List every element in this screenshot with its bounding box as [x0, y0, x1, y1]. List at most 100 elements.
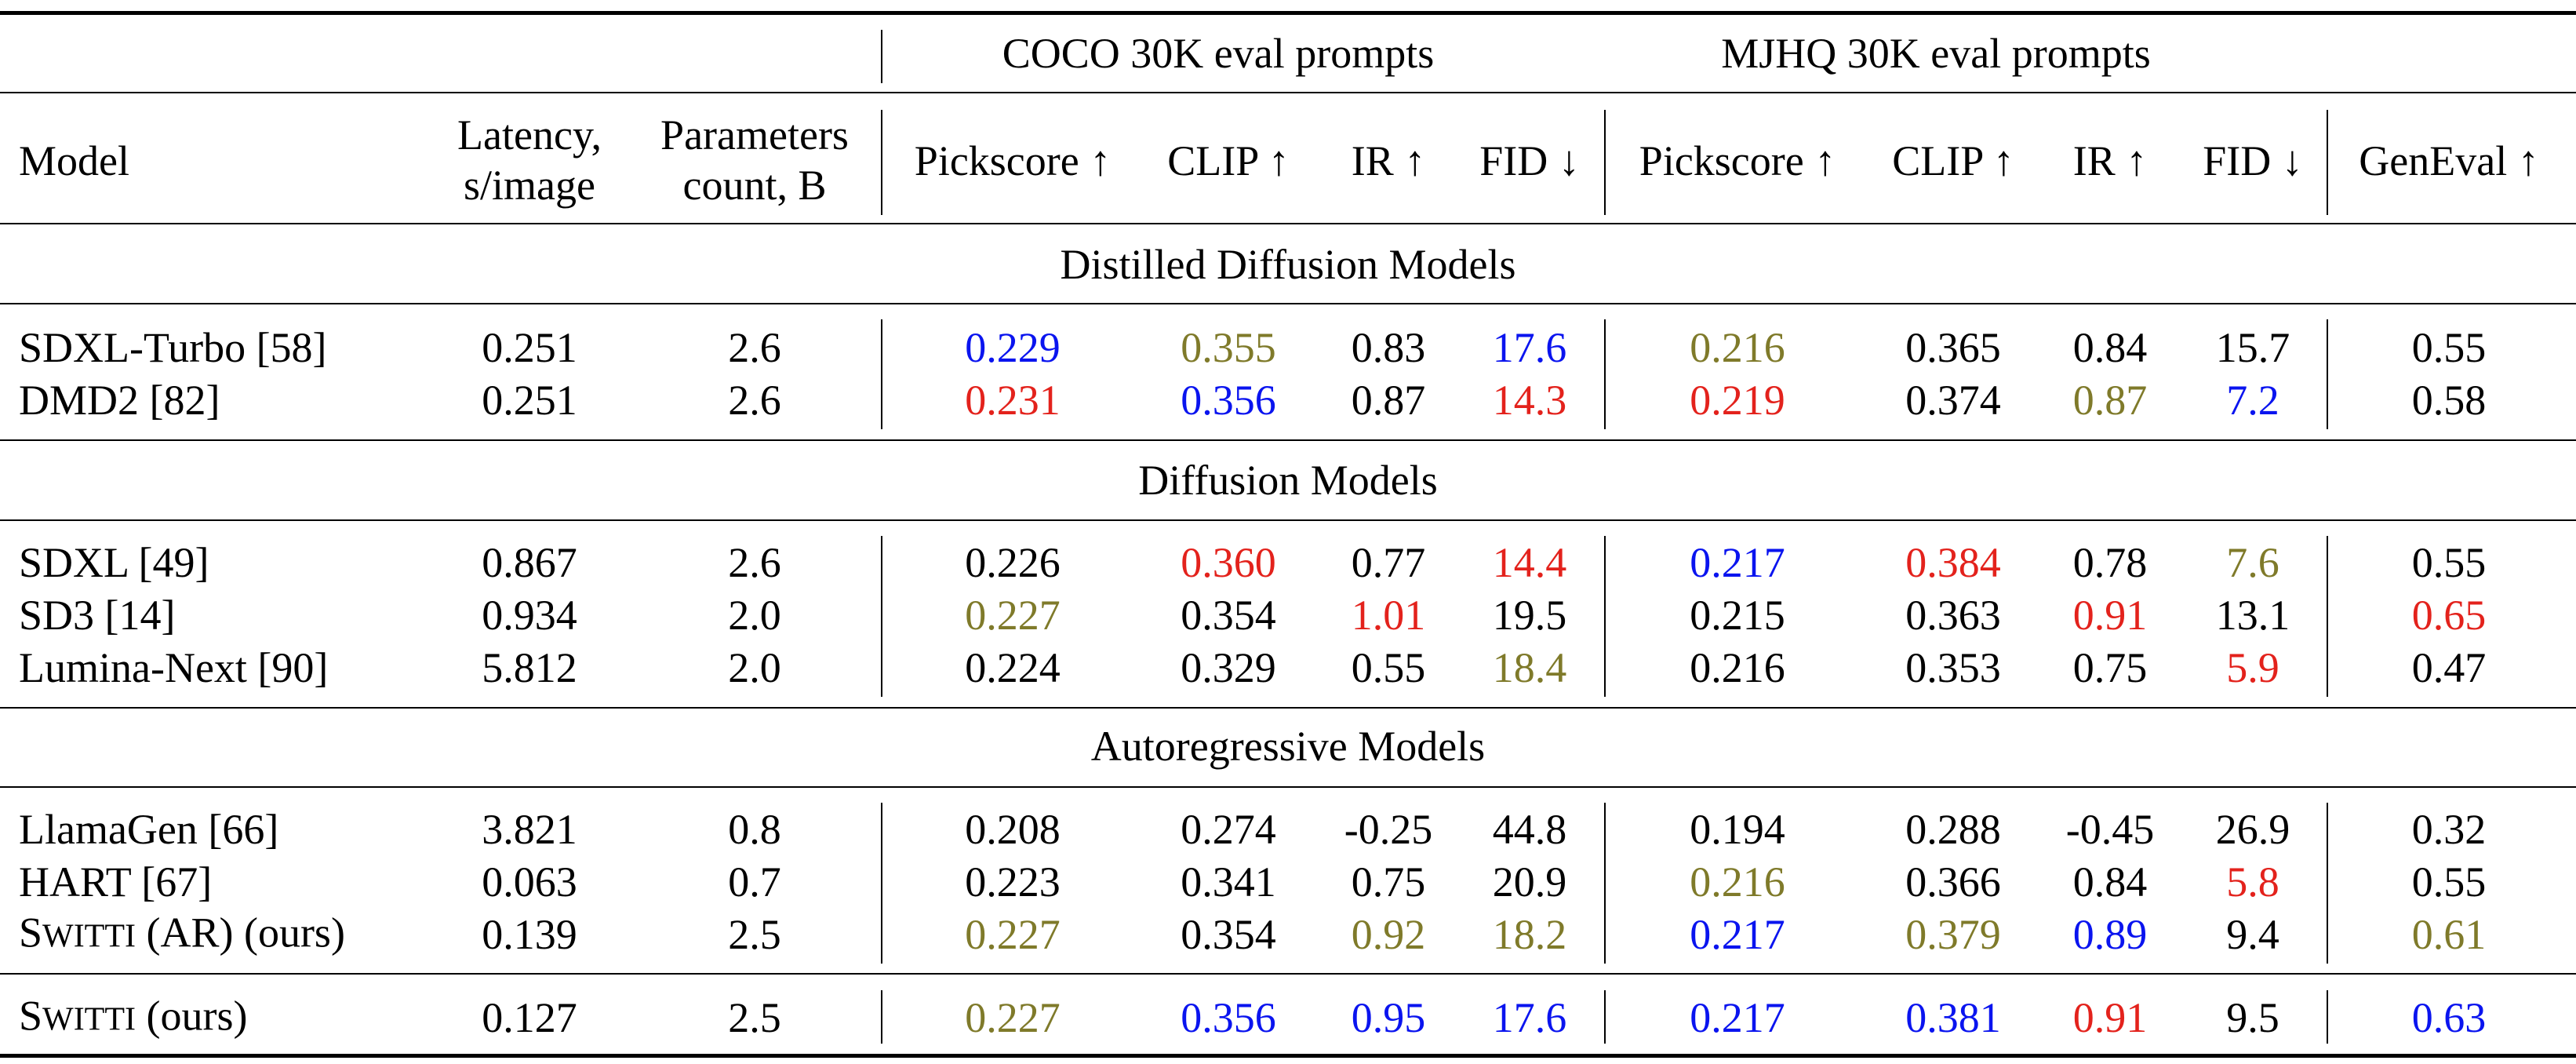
- col-header-coco-pickscore: Pickscore ↑: [914, 137, 1112, 184]
- table-cell-latency: 3.821: [482, 806, 577, 853]
- table-cell-coco-fid: 19.5: [1492, 592, 1567, 639]
- table-cell-coco-pickscore: 0.229: [965, 324, 1061, 371]
- table-cell-mjhq-ir: 0.91: [2072, 994, 2148, 1041]
- s4-separator-mjhq: [1604, 990, 1606, 1044]
- section-title-diffusion: Diffusion Models: [1138, 457, 1438, 504]
- table-cell-coco-ir: 1.01: [1351, 592, 1426, 639]
- col-header-mjhq-fid: FID ↓: [2203, 137, 2303, 184]
- table-cell-coco-fid: 14.3: [1492, 377, 1567, 424]
- table-cell-params: 2.0: [728, 592, 781, 639]
- table-cell-latency: 0.867: [482, 539, 577, 586]
- table-cell-params: 2.5: [728, 994, 781, 1041]
- table-cell-mjhq-pickscore: 0.217: [1690, 911, 1785, 958]
- s3-separator-coco: [881, 803, 882, 964]
- table-cell-coco-ir: 0.92: [1351, 911, 1426, 958]
- table-cell-coco-clip: 0.354: [1181, 911, 1276, 958]
- table-cell-latency: 0.934: [482, 592, 577, 639]
- table-cell-mjhq-pickscore: 0.217: [1690, 994, 1785, 1041]
- table-cell-mjhq-clip: 0.288: [1905, 806, 2001, 853]
- table-cell-params: 0.8: [728, 806, 781, 853]
- table-cell-coco-pickscore: 0.226: [965, 539, 1061, 586]
- table-cell-coco-clip: 0.356: [1181, 377, 1276, 424]
- s4-separator-coco: [881, 990, 882, 1044]
- table-cell-coco-ir: 0.77: [1351, 539, 1426, 586]
- section-title-autoregressive: Autoregressive Models: [1090, 723, 1486, 770]
- table-cell-coco-fid: 18.4: [1492, 644, 1567, 691]
- section-2-end-rule: [0, 707, 2576, 709]
- section-1-title-rule: [0, 303, 2576, 304]
- table-cell-coco-clip: 0.354: [1181, 592, 1276, 639]
- table-cell-coco-pickscore: 0.231: [965, 377, 1061, 424]
- s4-separator-geneval: [2327, 990, 2328, 1044]
- table-row-model-name: HART [67]: [19, 858, 213, 905]
- table-cell-mjhq-clip: 0.353: [1905, 644, 2001, 691]
- table-cell-mjhq-fid: 26.9: [2215, 806, 2290, 853]
- table-cell-mjhq-ir: 0.91: [2072, 592, 2148, 639]
- table-cell-coco-clip: 0.274: [1181, 806, 1276, 853]
- table-cell-coco-fid: 17.6: [1492, 994, 1567, 1041]
- table-cell-mjhq-fid: 9.4: [2226, 911, 2279, 958]
- table-cell-coco-pickscore: 0.227: [965, 994, 1061, 1041]
- table-cell-coco-pickscore: 0.227: [965, 911, 1061, 958]
- table-cell-mjhq-ir: 0.84: [2072, 324, 2148, 371]
- table-cell-latency: 0.127: [482, 994, 577, 1041]
- table-cell-coco-clip: 0.341: [1181, 858, 1276, 905]
- table-cell-geneval: 0.55: [2411, 324, 2487, 371]
- table-cell-coco-ir: 0.75: [1351, 858, 1426, 905]
- col-header-latency-1: Latency,: [457, 111, 602, 159]
- table-cell-mjhq-pickscore: 0.216: [1690, 644, 1785, 691]
- table-cell-latency: 0.251: [482, 377, 577, 424]
- table-cell-mjhq-clip: 0.381: [1905, 994, 2001, 1041]
- table-cell-coco-pickscore: 0.227: [965, 592, 1061, 639]
- s3-separator-geneval: [2327, 803, 2328, 964]
- table-cell-coco-clip: 0.360: [1181, 539, 1276, 586]
- table-cell-mjhq-fid: 5.8: [2226, 858, 2279, 905]
- table-cell-mjhq-ir: 0.84: [2072, 858, 2148, 905]
- table-cell-mjhq-clip: 0.384: [1905, 539, 2001, 586]
- table-cell-mjhq-ir: 0.89: [2072, 911, 2148, 958]
- section-3-end-rule: [0, 973, 2576, 975]
- table-cell-mjhq-clip: 0.374: [1905, 377, 2001, 424]
- table-row-model-name: SD3 [14]: [19, 592, 176, 639]
- s2-separator-geneval: [2327, 536, 2328, 697]
- group-header-separator: [881, 30, 882, 83]
- table-cell-coco-fid: 44.8: [1492, 806, 1567, 853]
- table-cell-mjhq-clip: 0.366: [1905, 858, 2001, 905]
- col-header-latency-2: s/image: [464, 162, 595, 209]
- group-header-coco: COCO 30K eval prompts: [1002, 30, 1435, 77]
- section-title-distilled: Distilled Diffusion Models: [1060, 241, 1516, 288]
- table-cell-mjhq-ir: 0.78: [2072, 539, 2148, 586]
- table-cell-coco-fid: 20.9: [1492, 858, 1567, 905]
- table-cell-geneval: 0.61: [2411, 911, 2487, 958]
- table-cell-geneval: 0.58: [2411, 377, 2487, 424]
- col-header-coco-ir: IR ↑: [1351, 137, 1426, 184]
- table-cell-geneval: 0.65: [2411, 592, 2487, 639]
- table-cell-mjhq-pickscore: 0.216: [1690, 324, 1785, 371]
- table-cell-mjhq-pickscore: 0.216: [1690, 858, 1785, 905]
- table-cell-mjhq-ir: 0.87: [2072, 377, 2148, 424]
- col-header-params-1: Parameters: [660, 111, 849, 159]
- top-rule: [0, 11, 2576, 15]
- table-row-model-name: DMD2 [82]: [19, 377, 220, 424]
- table-cell-params: 2.5: [728, 911, 781, 958]
- table-cell-coco-ir: 0.55: [1351, 644, 1426, 691]
- table-cell-coco-ir: 0.83: [1351, 324, 1426, 371]
- table-row-model-name: LlamaGen [66]: [19, 806, 279, 853]
- table-cell-params: 2.6: [728, 539, 781, 586]
- table-cell-mjhq-fid: 7.6: [2226, 539, 2279, 586]
- section-1-end-rule: [0, 439, 2576, 441]
- table-cell-coco-pickscore: 0.223: [965, 858, 1061, 905]
- s1-separator-coco: [881, 319, 882, 429]
- col-header-mjhq-ir: IR ↑: [2072, 137, 2148, 184]
- col-header-mjhq-clip: CLIP ↑: [1892, 137, 2014, 184]
- table-row-model-name: SDXL [49]: [19, 539, 209, 586]
- s3-separator-mjhq: [1604, 803, 1606, 964]
- group-header-rule: [0, 92, 2576, 93]
- table-cell-geneval: 0.47: [2411, 644, 2487, 691]
- header-separator-geneval: [2327, 110, 2328, 215]
- s1-separator-mjhq: [1604, 319, 1606, 429]
- s2-separator-mjhq: [1604, 536, 1606, 697]
- table-cell-latency: 0.251: [482, 324, 577, 371]
- column-header-rule: [0, 223, 2576, 224]
- table-cell-latency: 0.139: [482, 911, 577, 958]
